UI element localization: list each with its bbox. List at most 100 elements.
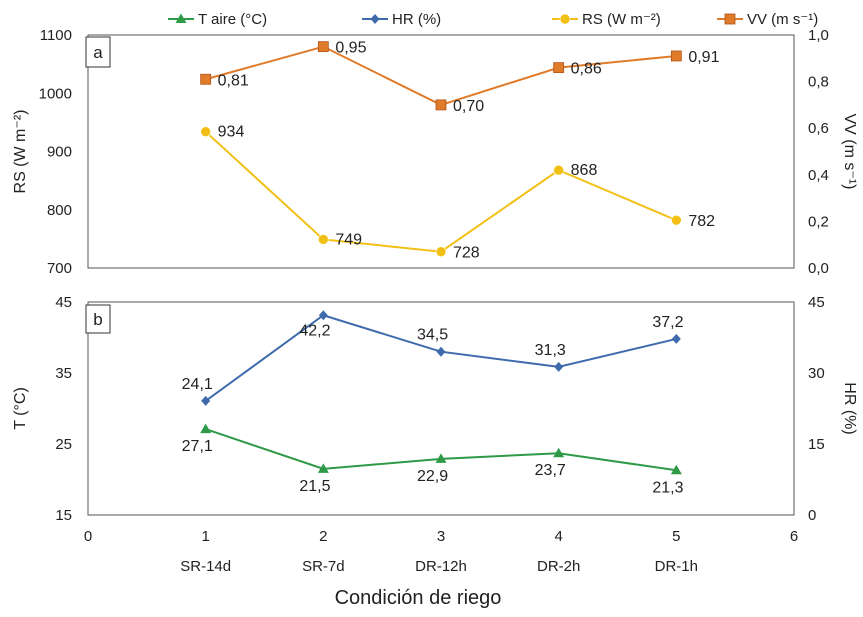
legend-entry-rs-w-m: RS (W m⁻²) xyxy=(552,11,661,28)
left-axis-title: RS (W m⁻²) xyxy=(12,110,29,194)
right-axis-title: VV (m s⁻¹) xyxy=(841,114,858,190)
data-label: 934 xyxy=(218,124,245,141)
left-axis-tick-label: 15 xyxy=(55,507,72,524)
legend-marker xyxy=(370,14,380,24)
data-point xyxy=(200,423,212,434)
data-label: 24,1 xyxy=(182,376,213,393)
left-axis-tick-label: 1000 xyxy=(39,85,72,102)
left-axis-tick-label: 25 xyxy=(55,436,72,453)
data-label: 782 xyxy=(688,213,715,230)
x-axis: 0 1 2 3 4 5 6 SR-14d SR-7d DR-12h DR-2h DR-1h xyxy=(84,528,798,575)
series-line xyxy=(205,45,677,106)
data-label: 0,91 xyxy=(688,49,719,66)
legend-marker xyxy=(559,13,571,25)
panel-label: a xyxy=(93,43,103,62)
data-label: 22,9 xyxy=(417,468,448,485)
data-point xyxy=(318,310,328,321)
right-axis-tick-label: 0,8 xyxy=(808,74,829,91)
right-axis-tick-label: 30 xyxy=(808,365,825,382)
panel-b: 15 25 35 45 0 15 30 45 T (°C) HR (%) b 24,1 42,2 34,5… xyxy=(12,294,858,524)
data-point xyxy=(435,246,447,257)
panel-label: b xyxy=(93,310,102,329)
data-point xyxy=(553,164,564,176)
left-axis-tick-label: 700 xyxy=(47,260,72,277)
right-axis-tick-label: 45 xyxy=(808,294,825,311)
left-axis-tick-label: 45 xyxy=(55,294,72,311)
x-category-label: DR-1h xyxy=(655,558,698,575)
data-point xyxy=(670,50,682,62)
data-label: 0,70 xyxy=(453,98,484,115)
data-point xyxy=(200,73,212,85)
series-line xyxy=(204,130,677,253)
legend-entry-t-aire-c: T aire (°C) xyxy=(168,11,267,28)
right-axis-tick-label: 1,0 xyxy=(808,27,829,44)
x-category-label: SR-7d xyxy=(302,558,345,575)
panel-a: 700 800 900 1000 1100 0,0 0,2 0,4 0,6 0,8 1,0 RS (W… xyxy=(12,27,858,277)
panel-frame xyxy=(87,301,795,516)
right-axis-tick-label: 0 xyxy=(808,507,816,524)
data-label: 21,5 xyxy=(299,478,330,495)
data-point xyxy=(200,126,211,137)
data-point xyxy=(435,453,447,463)
x-axis-tick-label: 2 xyxy=(319,528,327,545)
series-t-aire-c: 27,1 21,5 22,9 23,7 21,3 xyxy=(182,423,684,496)
data-label: 0,86 xyxy=(571,61,602,78)
panel-label-box xyxy=(85,36,111,68)
data-label: 0,95 xyxy=(335,40,366,57)
series-rs-w-m: 934 749 728 868 782 xyxy=(200,124,715,262)
data-point xyxy=(317,463,329,473)
data-point xyxy=(201,395,211,406)
x-axis-label: Condición de riego xyxy=(335,587,502,609)
data-label: 27,1 xyxy=(182,438,213,455)
data-label: 31,3 xyxy=(535,342,566,359)
data-label: 749 xyxy=(335,231,362,248)
series-vv-m-s: 0,81 0,95 0,70 0,86 0,91 xyxy=(200,40,720,115)
x-category-label: SR-14d xyxy=(180,558,231,575)
legend: T aire (°C) HR (%) RS (W m⁻²) VV (m s⁻¹) xyxy=(168,11,818,28)
data-point xyxy=(317,41,329,53)
x-axis-tick-label: 6 xyxy=(790,528,798,545)
x-category-label: DR-2h xyxy=(537,558,580,575)
panel-label-box xyxy=(85,304,111,334)
data-point xyxy=(318,234,329,245)
left-axis-title: T (°C) xyxy=(12,387,29,430)
series-hr: 24,1 42,2 34,5 31,3 37,2 xyxy=(182,310,684,406)
data-point xyxy=(553,447,565,458)
right-axis-tick-label: 15 xyxy=(808,436,825,453)
x-category-label: DR-12h xyxy=(415,558,467,575)
right-axis-tick-label: 0,4 xyxy=(808,167,829,184)
left-axis-tick-label: 35 xyxy=(55,365,72,382)
legend-label: T aire (°C) xyxy=(198,11,267,28)
legend-entry-hr: HR (%) xyxy=(362,11,441,28)
panel-frame xyxy=(87,34,795,269)
data-label: 868 xyxy=(571,162,598,179)
x-axis-tick-label: 0 xyxy=(84,528,92,545)
legend-marker xyxy=(724,13,736,25)
data-point xyxy=(671,214,682,226)
data-point xyxy=(554,361,564,372)
data-label: 728 xyxy=(453,245,480,262)
data-point xyxy=(670,464,682,475)
data-point xyxy=(553,62,565,74)
x-axis-tick-label: 1 xyxy=(201,528,209,545)
data-label: 21,3 xyxy=(652,479,683,496)
data-point xyxy=(671,333,681,344)
legend-entry-vv-m-s: VV (m s⁻¹) xyxy=(717,11,818,28)
data-label: 42,2 xyxy=(299,322,330,339)
right-axis-tick-label: 0,2 xyxy=(808,213,829,230)
x-axis-tick-label: 5 xyxy=(672,528,680,545)
right-axis-tick-label: 0,6 xyxy=(808,120,829,137)
left-axis-tick-label: 1100 xyxy=(40,27,72,44)
data-point xyxy=(435,99,447,111)
right-axis-title: HR (%) xyxy=(841,382,858,434)
data-label: 37,2 xyxy=(652,314,683,331)
x-axis-tick-label: 4 xyxy=(554,528,562,545)
legend-label: HR (%) xyxy=(392,11,441,28)
legend-label: RS (W m⁻²) xyxy=(582,11,661,28)
legend-marker xyxy=(175,13,187,23)
x-axis-tick-label: 3 xyxy=(437,528,445,545)
data-point xyxy=(436,346,446,357)
legend-label: VV (m s⁻¹) xyxy=(747,11,818,28)
